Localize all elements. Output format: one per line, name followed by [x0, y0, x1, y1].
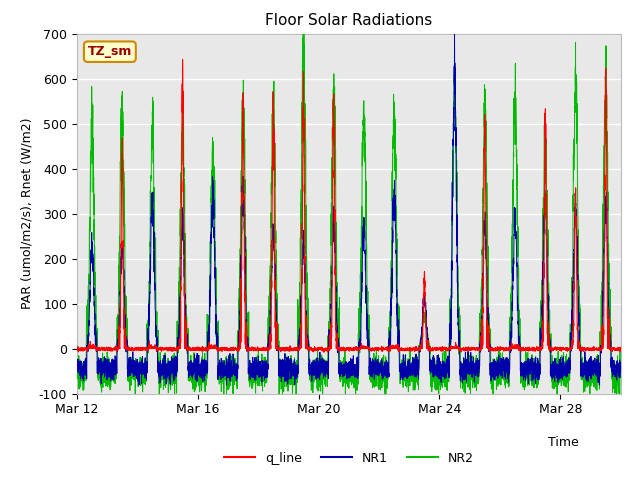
- NR2: [427, 377, 435, 383]
- Line: q_line: q_line: [77, 61, 621, 352]
- NR1: [520, 360, 528, 366]
- q_line: [479, 307, 487, 312]
- Text: TZ_sm: TZ_sm: [88, 45, 132, 58]
- Legend: q_line, NR1, NR2: q_line, NR1, NR2: [219, 447, 479, 469]
- q_line: [427, 346, 435, 352]
- q_line: [281, 345, 289, 351]
- Title: Floor Solar Radiations: Floor Solar Radiations: [265, 13, 433, 28]
- NR2: [300, 27, 308, 33]
- q_line: [179, 58, 186, 64]
- NR2: [172, 376, 179, 382]
- q_line: [399, 346, 407, 351]
- NR2: [399, 368, 407, 373]
- NR2: [73, 367, 81, 373]
- NR2: [220, 396, 228, 401]
- q_line: [520, 347, 528, 352]
- NR1: [73, 357, 81, 362]
- Line: NR2: NR2: [77, 30, 621, 398]
- q_line: [617, 346, 625, 352]
- NR1: [172, 367, 180, 373]
- NR1: [427, 370, 435, 375]
- Line: NR1: NR1: [77, 42, 621, 385]
- NR2: [520, 372, 528, 377]
- NR2: [479, 165, 487, 171]
- NR1: [617, 368, 625, 374]
- NR2: [281, 384, 289, 390]
- NR1: [451, 39, 459, 45]
- q_line: [73, 347, 81, 353]
- q_line: [172, 345, 180, 351]
- q_line: [132, 349, 140, 355]
- Text: Time: Time: [548, 436, 579, 449]
- Y-axis label: PAR (umol/m2/s), Rnet (W/m2): PAR (umol/m2/s), Rnet (W/m2): [20, 118, 33, 309]
- NR1: [399, 370, 407, 375]
- NR1: [479, 269, 487, 275]
- NR2: [617, 364, 625, 370]
- NR1: [135, 382, 143, 388]
- NR1: [281, 360, 289, 366]
